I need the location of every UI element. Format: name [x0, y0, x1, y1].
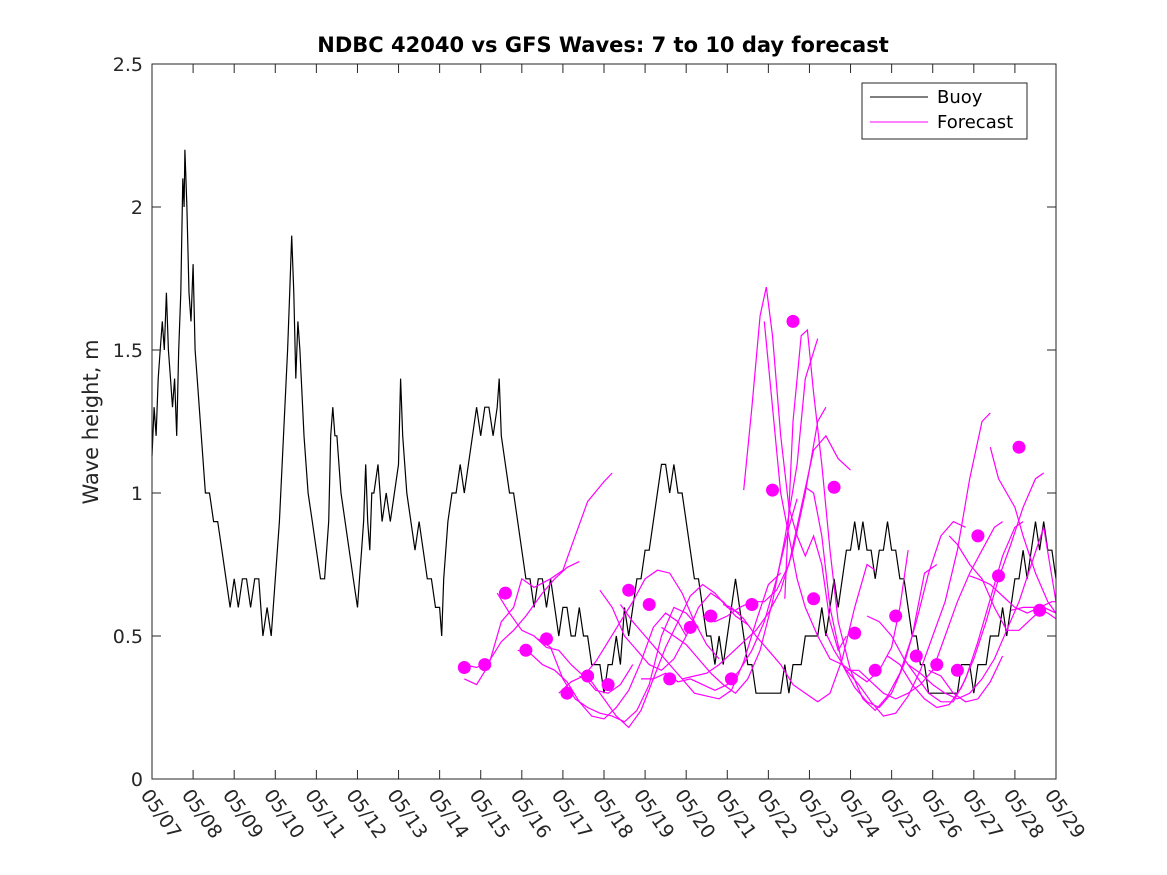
forecast-marker [724, 672, 738, 686]
forecast-marker [663, 672, 677, 686]
forecast-series-line [579, 583, 740, 729]
forecast-series-line [496, 592, 634, 694]
forecast-marker [889, 609, 903, 623]
y-tick-label: 0.5 [113, 626, 143, 648]
forecast-series-line [989, 447, 1057, 614]
forecast-marker [519, 643, 533, 657]
legend-label-buoy: Buoy [937, 87, 983, 108]
y-tick-label: 1.5 [113, 340, 143, 362]
forecast-marker [868, 663, 882, 677]
legend-label-forecast: Forecast [937, 112, 1013, 133]
forecast-series-line [661, 338, 819, 695]
buoy-series-line [151, 149, 1057, 694]
plot-area [151, 149, 1057, 729]
forecast-marker [1012, 440, 1026, 454]
forecast-series-line [702, 434, 851, 623]
forecast-marker [642, 598, 656, 611]
forecast-marker [930, 658, 944, 672]
forecast-marker [848, 626, 862, 640]
forecast-series-line [517, 612, 687, 720]
forecast-marker [971, 529, 985, 543]
forecast-marker [622, 583, 636, 597]
y-tick-label: 2.5 [113, 54, 143, 76]
legend: Buoy Forecast [861, 82, 1028, 140]
forecast-series-line [846, 521, 1003, 700]
forecast-series-line [743, 286, 847, 652]
y-tick-label: 1 [131, 483, 143, 505]
forecast-series-line [537, 606, 699, 723]
forecast-series-line [907, 527, 1057, 700]
y-tick-label: 2 [131, 197, 143, 219]
forecast-series-line [969, 575, 1056, 614]
forecast-marker [909, 649, 923, 663]
y-axis-label: Wave height, m [79, 339, 103, 504]
forecast-series-line [825, 412, 991, 717]
forecast-marker [601, 678, 615, 692]
forecast-marker [950, 663, 964, 677]
forecast-marker [786, 314, 800, 328]
forecast-series-line [784, 328, 938, 712]
forecast-marker [457, 661, 471, 674]
forecast-series-line [866, 521, 1024, 703]
forecast-marker [827, 480, 841, 494]
forecast-marker [683, 620, 697, 634]
forecast-marker [478, 658, 492, 672]
forecast-marker [498, 586, 512, 600]
chart-title: NDBC 42040 vs GFS Waves: 7 to 10 day for… [317, 33, 888, 57]
forecast-marker [560, 686, 574, 700]
forecast-series-line [681, 406, 827, 680]
forecast-series-line [763, 321, 909, 683]
forecast-marker [992, 569, 1005, 583]
forecast-series-line [928, 655, 1004, 703]
forecast-series-line [804, 486, 966, 709]
forecast-series-line [619, 572, 782, 700]
forecast-series-line [722, 563, 876, 703]
forecast-marker [1033, 603, 1047, 617]
forecast-series-line [887, 472, 1045, 709]
forecast-marker [766, 483, 779, 497]
forecast-marker [581, 669, 595, 683]
forecast-marker [704, 609, 718, 623]
forecast-series-line [599, 589, 749, 672]
legend-box [861, 82, 1028, 140]
y-tick-label: 0 [131, 769, 143, 791]
forecast-marker [807, 592, 821, 606]
forecast-marker [745, 598, 759, 611]
forecast-marker [540, 632, 553, 646]
